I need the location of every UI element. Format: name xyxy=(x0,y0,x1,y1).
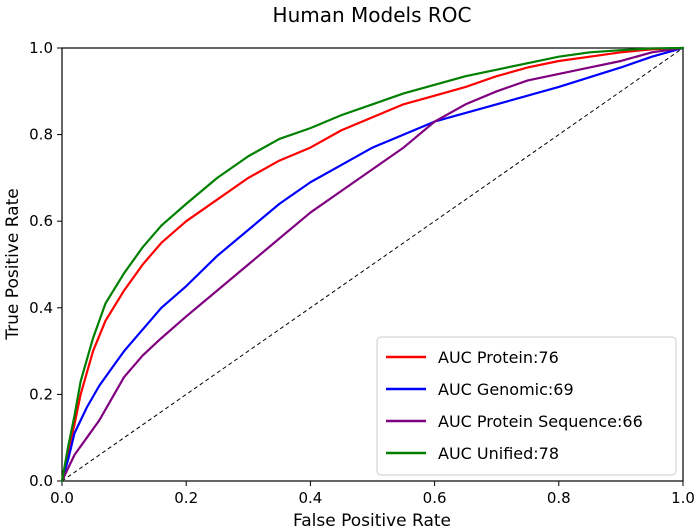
x-tick-label: 0.6 xyxy=(423,489,447,507)
x-tick-label: 0.4 xyxy=(298,489,322,507)
series-line-4 xyxy=(60,46,685,483)
legend-box xyxy=(376,336,677,476)
x-axis-label: False Positive Rate xyxy=(293,511,451,531)
x-tick-label: 0.8 xyxy=(547,489,571,507)
x-tick-label: 0.0 xyxy=(50,489,74,507)
chart-title: Human Models ROC xyxy=(273,3,472,27)
x-axis-ticks: 0.0 0.2 0.4 0.6 0.8 1.0 xyxy=(50,481,695,507)
series-line-3 xyxy=(60,46,685,483)
x-tick-label: 0.2 xyxy=(174,489,198,507)
y-axis-ticks: 0.0 0.2 0.4 0.6 0.8 1.0 xyxy=(29,39,62,490)
series-lines xyxy=(60,46,685,483)
y-tick-label: 0.8 xyxy=(29,126,53,144)
y-tick-label: 0.4 xyxy=(29,299,53,317)
legend-label: AUC Genomic:69 xyxy=(438,380,574,399)
x-tick-label: 1.0 xyxy=(671,489,695,507)
legend-label: AUC Protein:76 xyxy=(438,348,559,367)
legend-label: AUC Unified:78 xyxy=(438,444,559,463)
series-line-2 xyxy=(60,46,685,483)
series-line-1 xyxy=(60,46,685,483)
y-tick-label: 0.6 xyxy=(29,212,53,230)
chance-diagonal-line xyxy=(61,47,684,482)
y-tick-label: 0.0 xyxy=(29,472,53,490)
legend-label: AUC Protein Sequence:66 xyxy=(438,412,643,431)
y-axis-label: True Positive Rate xyxy=(3,188,23,340)
legend: AUC Protein:76 AUC Genomic:69 AUC Protein … xyxy=(376,336,677,476)
y-tick-label: 0.2 xyxy=(29,385,53,403)
y-tick-label: 1.0 xyxy=(29,39,53,57)
